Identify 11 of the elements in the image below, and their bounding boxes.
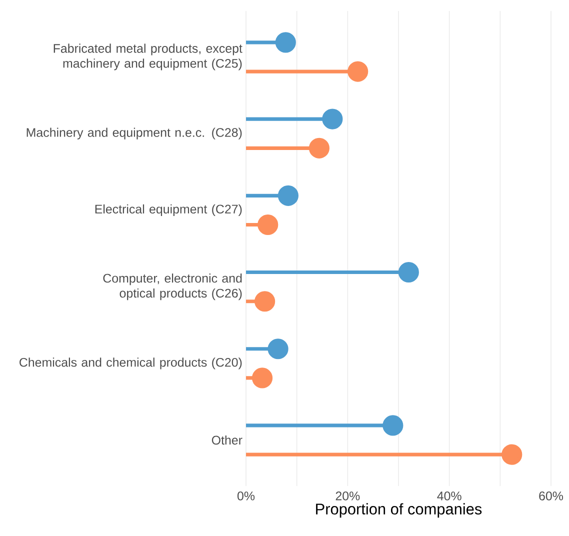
y-tick-label: Computer, electronic and optical products (C26) xyxy=(103,274,242,300)
x-tick-label: 60% xyxy=(539,492,564,500)
y-tick-label: Machinery and equipment n.e.c. (C28) xyxy=(26,128,242,140)
x-tick-label: 20% xyxy=(336,492,360,500)
x-tick-label: 40% xyxy=(437,492,462,500)
y-tick-label: Other xyxy=(212,435,242,445)
y-tick-label: Fabricated metal products, except machinery and equipment (C25) xyxy=(54,44,242,70)
y-tick-label: Electrical equipment (C27) xyxy=(95,204,242,216)
x-tick-label: 0% xyxy=(237,492,255,500)
y-tick-label: Chemicals and chemical products (C20) xyxy=(20,358,242,370)
x-axis-title: Proportion of companies xyxy=(316,503,482,518)
